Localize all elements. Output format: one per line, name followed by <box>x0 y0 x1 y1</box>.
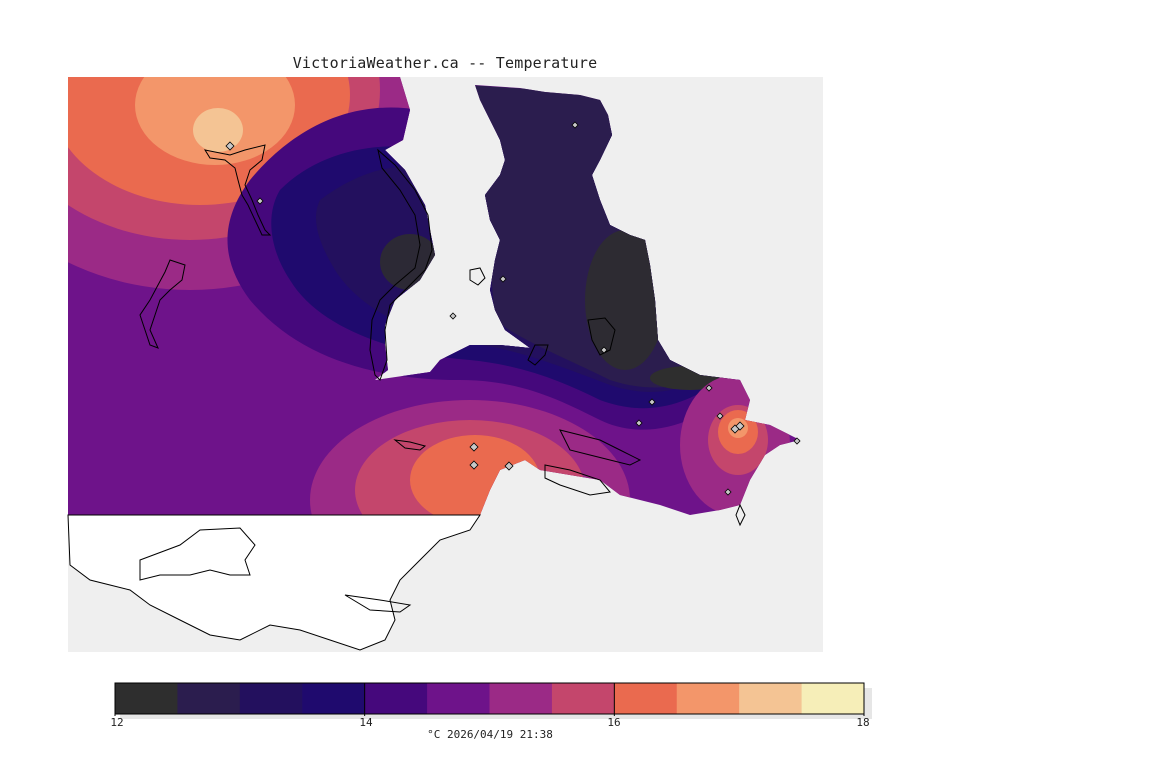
station-marker <box>469 460 479 470</box>
station-marker <box>716 412 724 420</box>
weather-stations <box>225 121 801 496</box>
legend-swatch <box>551 683 615 714</box>
station-marker <box>469 442 479 452</box>
station-marker <box>571 121 579 129</box>
legend-swatch <box>676 683 740 714</box>
legend-swatch <box>801 683 865 714</box>
legend-tick-label: 12 <box>110 716 124 729</box>
legend-swatch <box>239 683 303 714</box>
legend-swatch <box>177 683 241 714</box>
station-marker <box>648 398 656 406</box>
station-marker <box>635 419 643 427</box>
legend-swatch <box>489 683 553 714</box>
legend-swatch <box>302 683 366 714</box>
legend-caption: °C 2026/04/19 21:38 <box>427 728 553 741</box>
station-marker <box>793 437 801 445</box>
coastlines <box>139 144 746 527</box>
legend-swatches <box>115 683 865 714</box>
station-marker <box>724 488 732 496</box>
station-marker <box>256 197 264 205</box>
legend-tick-label: 18 <box>856 716 870 729</box>
station-marker <box>705 384 713 392</box>
legend-swatch <box>739 683 803 714</box>
legend-swatch <box>364 683 428 714</box>
legend-swatch <box>427 683 490 714</box>
station-marker <box>449 312 457 320</box>
station-marker <box>499 275 507 283</box>
legend-tick-label: 14 <box>359 716 373 729</box>
legend-tick-marks <box>114 683 865 716</box>
legend-tick-label: 16 <box>607 716 621 729</box>
legend-swatch <box>614 683 678 714</box>
station-marker <box>735 421 745 431</box>
station-marker <box>504 461 514 471</box>
station-marker <box>600 346 608 354</box>
legend-swatch <box>115 683 178 714</box>
map-title: VictoriaWeather.ca -- Temperature <box>292 54 598 72</box>
station-marker <box>225 141 235 151</box>
